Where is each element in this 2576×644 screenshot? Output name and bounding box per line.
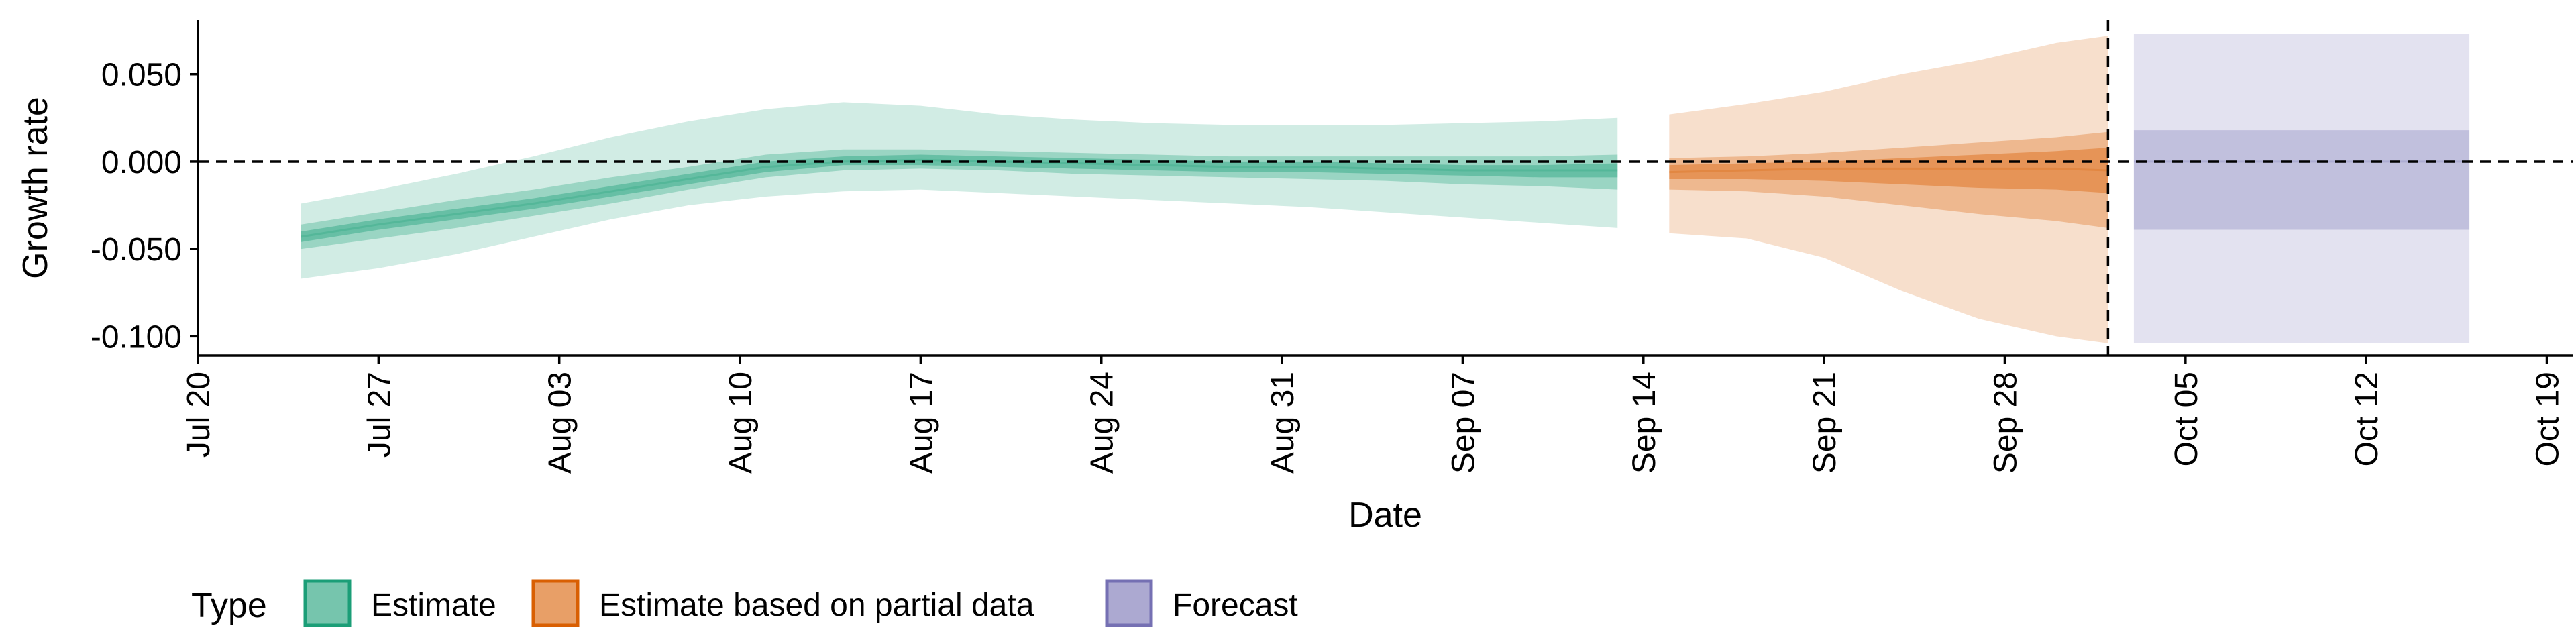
x-tick-label: Aug 10 (723, 372, 759, 474)
band-ci20 (1669, 148, 2108, 193)
plot-area (198, 20, 2573, 356)
legend-key-1 (303, 579, 352, 627)
x-axis-label: Date (1348, 496, 1422, 535)
band-ci20 (301, 154, 1618, 242)
x-tick-label: Sep 07 (1446, 372, 1481, 474)
x-tick-label: Aug 03 (543, 372, 578, 474)
x-tick-label: Jul 20 (181, 372, 217, 458)
series-estimate-based-on-partial-data (1669, 36, 2108, 343)
band-ci50 (1669, 131, 2108, 228)
y-axis-label: Growth rate (16, 97, 55, 279)
legend-label: Estimate (371, 588, 496, 623)
y-tick-label: 0.050 (101, 58, 182, 93)
x-tick-label: Jul 27 (362, 372, 397, 458)
y-tick-label: -0.050 (91, 232, 182, 268)
series-estimate (301, 102, 1618, 279)
band-ci50 (301, 149, 1618, 250)
median-line (1669, 167, 2108, 174)
legend-label: Estimate based on partial data (599, 588, 1034, 623)
x-tick-label: Aug 17 (904, 372, 939, 474)
series-forecast (2133, 34, 2470, 343)
legend-key-2 (531, 579, 580, 627)
band-ci90 (301, 102, 1618, 279)
y-tick-label: -0.100 (91, 319, 182, 355)
x-tick-label: Oct 19 (2530, 372, 2566, 466)
band-ci90 (1669, 36, 2108, 343)
x-tick-label: Sep 14 (1627, 372, 1662, 474)
legend-title: Type (191, 586, 267, 625)
y-tick-label: 0.000 (101, 145, 182, 180)
axes: Date Growth rate 0.050 0.000 -0.050 -0.100 J… (16, 20, 2573, 535)
x-tick-label: Aug 31 (1265, 372, 1301, 474)
legend-label: Forecast (1173, 588, 1298, 623)
x-tick-label: Aug 24 (1085, 372, 1120, 474)
band-ci50 (2133, 130, 2470, 230)
x-tick-label: Sep 28 (1988, 372, 2023, 474)
legend: Type Estimate Estimate based on partial d… (191, 579, 1298, 627)
x-tick-label: Oct 05 (2169, 372, 2204, 466)
x-tick-label: Oct 12 (2349, 372, 2385, 466)
band-ci90 (2133, 34, 2470, 343)
x-tick-label: Sep 21 (1807, 372, 1843, 474)
legend-key-3 (1105, 579, 1153, 627)
